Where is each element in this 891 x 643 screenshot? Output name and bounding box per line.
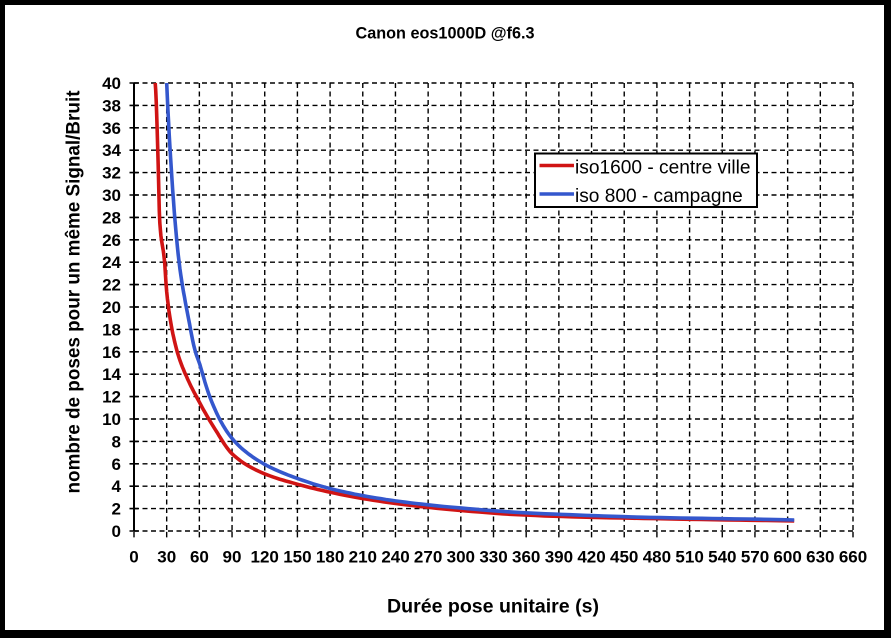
svg-text:240: 240: [381, 548, 409, 567]
svg-text:330: 330: [479, 548, 507, 567]
svg-text:iso1600 - centre ville: iso1600 - centre ville: [575, 157, 751, 179]
svg-text:nombre de poses pour un même S: nombre de poses pour un même Signal/Brui…: [64, 90, 85, 494]
svg-text:38: 38: [102, 96, 121, 115]
svg-text:510: 510: [675, 548, 703, 567]
svg-text:Canon eos1000D @f6.3: Canon eos1000D @f6.3: [356, 23, 535, 42]
svg-text:420: 420: [577, 548, 605, 567]
svg-text:210: 210: [349, 548, 377, 567]
svg-text:300: 300: [447, 548, 475, 567]
svg-text:18: 18: [102, 320, 121, 339]
svg-text:iso 800 - campagne: iso 800 - campagne: [575, 185, 743, 207]
svg-text:570: 570: [741, 548, 769, 567]
svg-text:16: 16: [102, 343, 121, 362]
svg-text:Durée pose unitaire (s): Durée pose unitaire (s): [387, 597, 599, 618]
svg-text:26: 26: [102, 231, 121, 250]
svg-text:20: 20: [102, 298, 121, 317]
svg-text:4: 4: [112, 477, 122, 496]
svg-text:12: 12: [102, 388, 121, 407]
svg-text:120: 120: [251, 548, 279, 567]
svg-text:28: 28: [102, 208, 121, 227]
svg-text:40: 40: [102, 74, 121, 93]
svg-text:90: 90: [223, 548, 242, 567]
svg-text:6: 6: [112, 455, 121, 474]
svg-text:660: 660: [839, 548, 867, 567]
svg-text:450: 450: [610, 548, 638, 567]
svg-text:36: 36: [102, 119, 121, 138]
svg-text:60: 60: [190, 548, 209, 567]
svg-text:10: 10: [102, 410, 121, 429]
svg-text:270: 270: [414, 548, 442, 567]
svg-text:14: 14: [102, 365, 121, 384]
svg-text:30: 30: [102, 186, 121, 205]
svg-text:0: 0: [129, 548, 138, 567]
svg-text:0: 0: [112, 522, 121, 541]
svg-text:22: 22: [102, 276, 121, 295]
svg-text:32: 32: [102, 164, 121, 183]
svg-text:8: 8: [112, 432, 121, 451]
svg-text:480: 480: [643, 548, 671, 567]
svg-text:390: 390: [545, 548, 573, 567]
svg-text:30: 30: [157, 548, 176, 567]
svg-text:34: 34: [102, 141, 121, 160]
svg-text:360: 360: [512, 548, 540, 567]
svg-text:540: 540: [708, 548, 736, 567]
svg-text:600: 600: [773, 548, 801, 567]
svg-text:24: 24: [102, 253, 121, 272]
svg-text:630: 630: [806, 548, 834, 567]
svg-text:150: 150: [283, 548, 311, 567]
svg-text:2: 2: [112, 500, 121, 519]
svg-text:180: 180: [316, 548, 344, 567]
